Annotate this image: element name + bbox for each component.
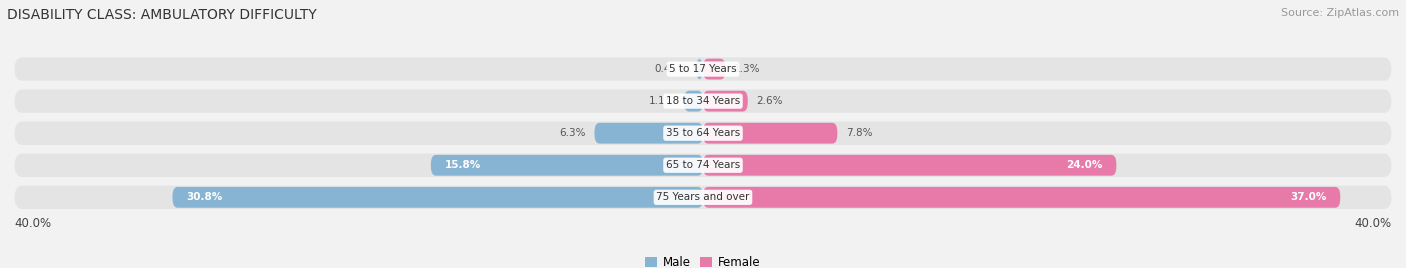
Text: 37.0%: 37.0% (1291, 192, 1326, 202)
Text: 15.8%: 15.8% (444, 160, 481, 170)
FancyBboxPatch shape (703, 187, 1340, 208)
FancyBboxPatch shape (696, 59, 703, 80)
FancyBboxPatch shape (703, 59, 725, 80)
FancyBboxPatch shape (703, 91, 748, 111)
Text: 75 Years and over: 75 Years and over (657, 192, 749, 202)
FancyBboxPatch shape (173, 187, 703, 208)
Text: 6.3%: 6.3% (560, 128, 586, 138)
FancyBboxPatch shape (685, 91, 703, 111)
Text: 24.0%: 24.0% (1066, 160, 1102, 170)
FancyBboxPatch shape (14, 154, 1392, 177)
Legend: Male, Female: Male, Female (645, 256, 761, 268)
Text: DISABILITY CLASS: AMBULATORY DIFFICULTY: DISABILITY CLASS: AMBULATORY DIFFICULTY (7, 8, 316, 22)
Text: 35 to 64 Years: 35 to 64 Years (666, 128, 740, 138)
FancyBboxPatch shape (14, 90, 1392, 113)
FancyBboxPatch shape (14, 186, 1392, 209)
Text: 0.41%: 0.41% (654, 64, 688, 74)
Text: 40.0%: 40.0% (14, 217, 51, 230)
FancyBboxPatch shape (14, 57, 1392, 81)
Text: 30.8%: 30.8% (186, 192, 222, 202)
Text: 5 to 17 Years: 5 to 17 Years (669, 64, 737, 74)
FancyBboxPatch shape (703, 123, 838, 144)
Text: 40.0%: 40.0% (1355, 217, 1392, 230)
FancyBboxPatch shape (595, 123, 703, 144)
Text: 1.1%: 1.1% (650, 96, 675, 106)
Text: 2.6%: 2.6% (756, 96, 783, 106)
FancyBboxPatch shape (14, 121, 1392, 145)
FancyBboxPatch shape (430, 155, 703, 176)
Text: 7.8%: 7.8% (846, 128, 873, 138)
Text: 65 to 74 Years: 65 to 74 Years (666, 160, 740, 170)
FancyBboxPatch shape (703, 155, 1116, 176)
Text: Source: ZipAtlas.com: Source: ZipAtlas.com (1281, 8, 1399, 18)
Text: 1.3%: 1.3% (734, 64, 761, 74)
Text: 18 to 34 Years: 18 to 34 Years (666, 96, 740, 106)
